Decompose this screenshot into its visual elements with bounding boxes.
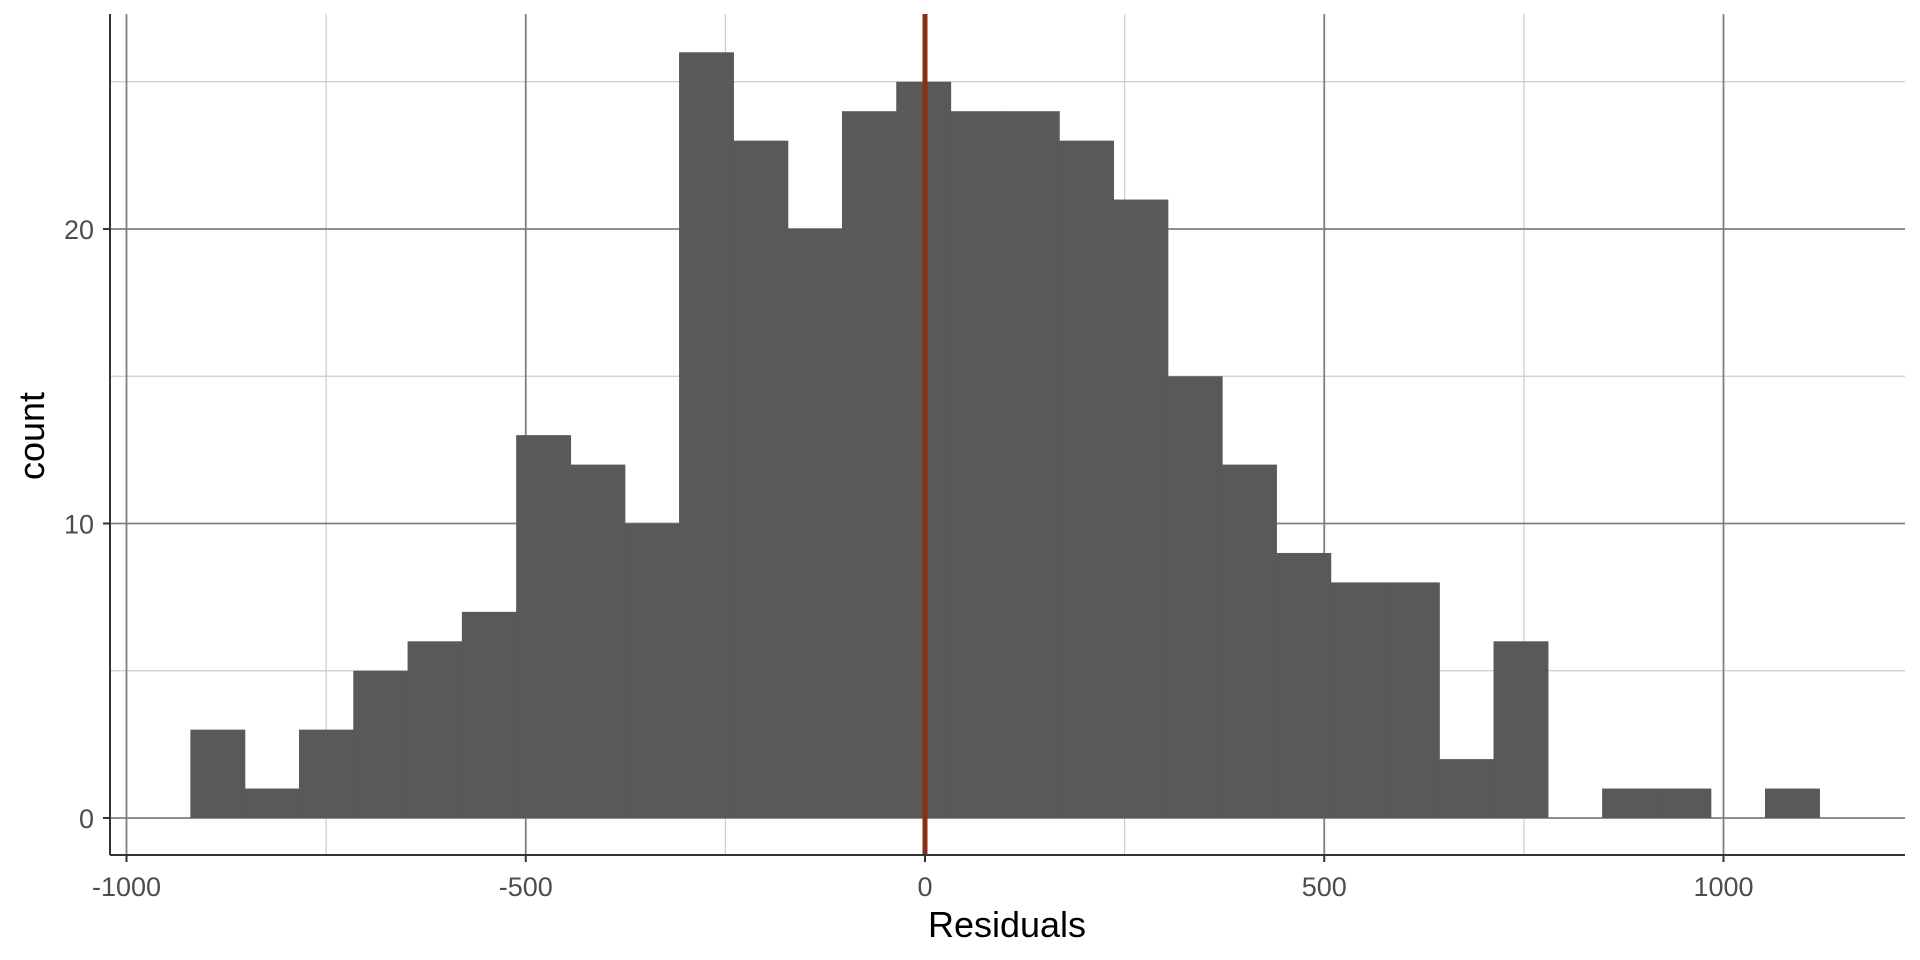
histogram-bar xyxy=(353,670,409,818)
y-tick-label: 10 xyxy=(64,510,94,540)
histogram-bar xyxy=(841,111,897,818)
histogram-bar xyxy=(1384,582,1440,818)
histogram-bar xyxy=(1059,140,1115,818)
histogram-bar xyxy=(570,464,626,818)
histogram-bar xyxy=(1493,641,1549,818)
histogram-bar xyxy=(1004,111,1060,818)
histogram-bar xyxy=(950,111,1006,818)
x-tick-label: -500 xyxy=(499,872,553,902)
histogram-bar xyxy=(624,523,680,818)
histogram-bar xyxy=(1330,582,1386,818)
histogram-bar xyxy=(1113,199,1169,819)
x-tick-label: 1000 xyxy=(1693,872,1753,902)
x-axis-title: Residuals xyxy=(928,904,1086,945)
histogram-bar xyxy=(407,641,463,818)
x-tick-label: 0 xyxy=(917,872,932,902)
y-tick-label: 20 xyxy=(64,215,94,245)
histogram-bar xyxy=(244,788,300,818)
histogram-bar xyxy=(733,140,789,818)
histogram-bar xyxy=(1765,788,1820,818)
x-tick-label: -1000 xyxy=(92,872,161,902)
axes xyxy=(103,14,1905,862)
histogram-bar xyxy=(1602,788,1658,818)
histogram-bar xyxy=(190,729,246,818)
histogram-bar xyxy=(1222,464,1277,818)
histogram-bar xyxy=(516,435,572,818)
histogram-bar xyxy=(298,729,354,818)
y-tick-label: 0 xyxy=(79,804,94,834)
histogram-bar xyxy=(787,229,843,818)
histogram-bars xyxy=(190,52,1820,819)
histogram-bar xyxy=(1167,376,1223,818)
histogram-bar xyxy=(1276,552,1332,818)
histogram-bar xyxy=(1439,759,1495,818)
y-axis-title: count xyxy=(11,392,52,480)
y-axis-tick-labels: 0 10 20 xyxy=(64,215,94,834)
histogram-bar xyxy=(461,611,517,818)
x-tick-label: 500 xyxy=(1302,872,1347,902)
histogram-bar xyxy=(679,52,734,819)
x-axis-tick-labels: -1000 -500 0 500 1000 xyxy=(92,872,1754,902)
histogram-bar xyxy=(1656,788,1712,818)
